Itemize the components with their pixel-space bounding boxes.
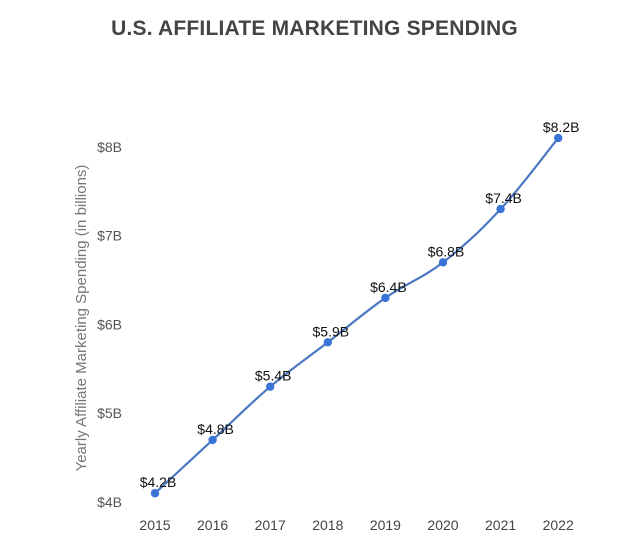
data-point	[150, 489, 160, 498]
data-point	[323, 338, 332, 347]
x-tick-label: 2022	[543, 517, 574, 533]
y-tick-label: $7B	[97, 228, 122, 244]
y-axis-label: Yearly Affiliate Marketing Spending (in …	[73, 165, 90, 472]
data-point	[381, 293, 390, 303]
data-labels: $4.2B $4.8B $5.4B $5.9B $6.4B $6.8B $7.4B $8.2B	[140, 119, 580, 490]
data-label: $6.8B	[428, 243, 465, 259]
y-tick-label: $5B	[97, 405, 122, 421]
data-point	[438, 258, 448, 267]
x-tick-label: 2016	[197, 517, 228, 533]
x-tick-label: 2015	[139, 517, 170, 533]
data-label: $7.4B	[485, 190, 522, 206]
y-axis: $4B $5B $6B $7B $8B	[97, 139, 122, 510]
y-tick-label: $4B	[97, 494, 122, 510]
data-points	[150, 133, 563, 498]
data-point	[496, 204, 505, 214]
data-label: $5.9B	[313, 323, 350, 339]
data-label: $8.2B	[543, 119, 580, 135]
data-point	[554, 133, 563, 143]
data-point	[208, 435, 217, 445]
chart-title: U.S. AFFILIATE MARKETING SPENDING	[111, 17, 518, 40]
x-tick-label: 2017	[255, 517, 286, 533]
x-tick-label: 2018	[312, 517, 343, 533]
y-tick-label: $6B	[97, 316, 122, 332]
data-label: $5.4B	[255, 368, 292, 384]
x-tick-label: 2019	[370, 517, 401, 533]
data-label: $6.4B	[370, 279, 407, 295]
data-label: $4.8B	[197, 421, 234, 437]
data-label: $4.2B	[140, 474, 177, 490]
x-tick-label: 2020	[427, 517, 458, 533]
y-tick-label: $8B	[97, 139, 122, 155]
x-axis: 2015 2016 2017 2018 2019 2020 2021 2022	[139, 517, 574, 533]
x-tick-label: 2021	[485, 517, 516, 533]
data-point	[266, 382, 275, 391]
